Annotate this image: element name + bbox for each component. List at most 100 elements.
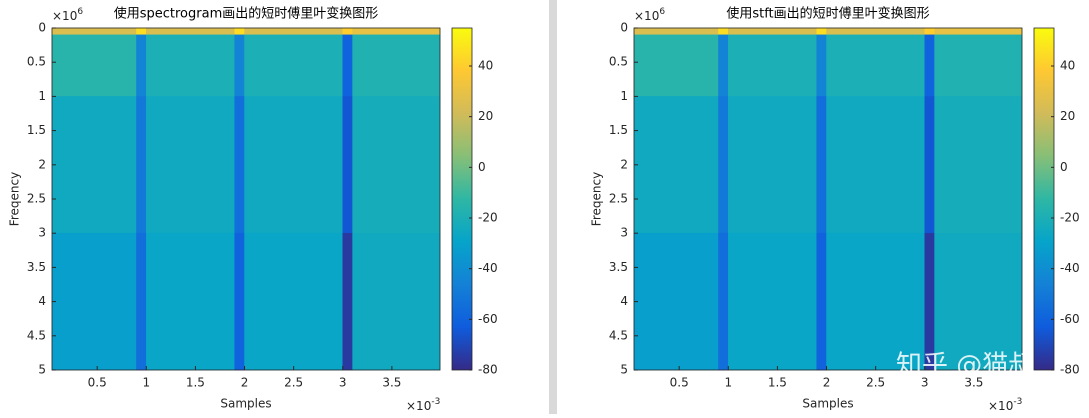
heatmap-cell (136, 34, 147, 97)
heatmap-cell (136, 96, 147, 234)
multiplier-exp: -3 (431, 397, 440, 407)
y-tick-label: 4.5 (609, 328, 628, 342)
chart-title: 使用spectrogram画出的短时傅里叶变换图形 (114, 6, 379, 22)
x-tick-label: 3 (921, 376, 929, 390)
heatmap-cell (924, 27, 935, 36)
heatmap-cell (234, 232, 245, 371)
heatmap-cell (633, 27, 719, 36)
heatmap-cell (718, 232, 729, 371)
x-tick-label: 3 (339, 376, 347, 390)
heatmap-cell (51, 232, 137, 371)
y-tick-label: 3 (38, 226, 46, 240)
heatmap-cell (718, 96, 729, 234)
heatmap-cell (352, 34, 441, 97)
y-tick-label: 3.5 (27, 260, 46, 274)
y-tick-label: 1.5 (609, 123, 628, 137)
y-tick-label: 0 (38, 21, 46, 35)
heatmap-cell (728, 232, 817, 371)
heatmap-cell (342, 34, 353, 97)
heatmap-cell (826, 27, 926, 36)
heatmap-cell (826, 34, 926, 97)
y-tick-label: 3.5 (609, 260, 628, 274)
heatmap-cell (244, 96, 344, 234)
heatmap-cell (816, 232, 827, 371)
y-tick-label: 1.5 (27, 123, 46, 137)
x-tick-label: 3.5 (382, 376, 401, 390)
colorbar-tick-label: -60 (478, 312, 498, 326)
heatmap-cell (352, 232, 441, 371)
heatmap-cell (816, 27, 827, 36)
colorbar-tick-label: 0 (1060, 160, 1068, 174)
y-tick-label: 1 (38, 89, 46, 103)
colorbar-tick-label: -20 (478, 211, 498, 225)
heatmap-cell (146, 27, 235, 36)
heatmap-cell (136, 232, 147, 371)
x-tick-label: 1.5 (186, 376, 205, 390)
multiplier-base: ×10 (634, 9, 659, 23)
heatmap-cell (51, 96, 137, 234)
colorbar-tick-label: -20 (1060, 211, 1080, 225)
heatmap-cell (816, 96, 827, 234)
heatmap-cell (924, 232, 935, 371)
heatmap-cell (934, 34, 1023, 97)
multiplier-base: ×10 (406, 399, 431, 413)
x-tick-label: 2.5 (284, 376, 303, 390)
heatmap-cell (934, 96, 1023, 234)
heatmap-cell (146, 232, 235, 371)
heatmap-cell (718, 34, 729, 97)
heatmap-cell (146, 34, 235, 97)
heatmap-cell (244, 34, 344, 97)
x-tick-label: 1.5 (768, 376, 787, 390)
colorbar-tick-label: 20 (1060, 109, 1075, 123)
heatmap-cell (234, 34, 245, 97)
heatmap-cell (934, 27, 1023, 36)
x-tick-label: 2 (823, 376, 831, 390)
y-tick-label: 2 (620, 157, 628, 171)
multiplier-exp: -3 (1013, 397, 1022, 407)
x-tick-label: 1 (142, 376, 150, 390)
x-tick-label: 1 (724, 376, 732, 390)
heatmap-cell (826, 96, 926, 234)
colorbar-tick-label: 40 (478, 59, 493, 73)
heatmap-cell (728, 96, 817, 234)
heatmap-cell (244, 27, 344, 36)
axis-multiplier: ×106 (634, 7, 665, 23)
heatmap-cell (136, 27, 147, 36)
colorbar (1033, 27, 1055, 371)
y-tick-label: 4.5 (27, 328, 46, 342)
y-tick-label: 2.5 (609, 192, 628, 206)
y-axis-label: Freqency (590, 172, 604, 226)
heatmap-cell (924, 96, 935, 234)
heatmap-cell (728, 34, 817, 97)
y-tick-label: 0.5 (27, 55, 46, 69)
watermark: 知乎 @猫叔 (896, 351, 1034, 381)
heatmap-cell (146, 96, 235, 234)
y-tick-label: 2.5 (27, 192, 46, 206)
heatmap-cell (342, 96, 353, 234)
heatmap-cell (352, 27, 441, 36)
y-axis-label: Freqency (8, 172, 22, 226)
colorbar-tick-label: -40 (478, 261, 498, 275)
heatmap-cell (718, 27, 729, 36)
x-tick-label: 2.5 (866, 376, 885, 390)
colorbar-tick-label: 20 (478, 109, 493, 123)
y-tick-label: 5 (620, 363, 628, 377)
y-tick-label: 2 (38, 157, 46, 171)
chart-title: 使用stft画出的短时傅里叶变换图形 (726, 6, 929, 22)
heatmap-cell (934, 232, 1023, 371)
colorbar-tick-label: 40 (1060, 59, 1075, 73)
y-tick-label: 0.5 (609, 55, 628, 69)
colorbar-tick-label: 0 (478, 160, 486, 174)
heatmap-cell (352, 96, 441, 234)
axis-multiplier: ×10-3 (406, 397, 440, 413)
x-tick-label: 3.5 (964, 376, 983, 390)
y-tick-label: 0 (620, 21, 628, 35)
heatmap-cell (51, 34, 137, 97)
colorbar (451, 27, 473, 371)
heatmap-cell (633, 34, 719, 97)
axis-multiplier: ×106 (52, 7, 83, 23)
heatmap-cell (342, 27, 353, 36)
y-tick-label: 1 (620, 89, 628, 103)
x-tick-label: 2 (241, 376, 249, 390)
